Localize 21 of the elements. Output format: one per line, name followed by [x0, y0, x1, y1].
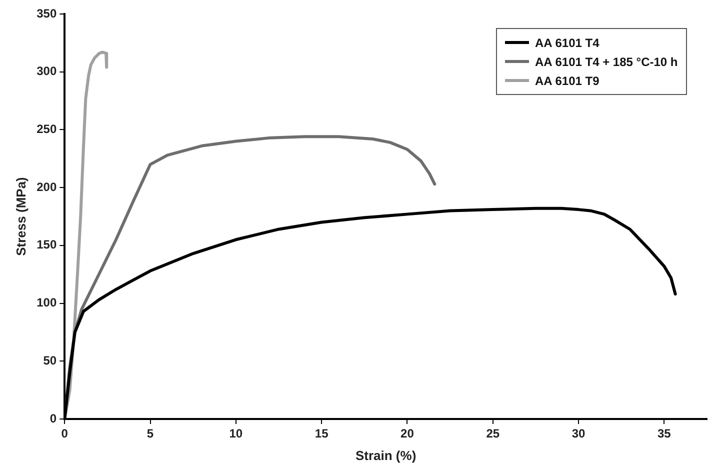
x-tick-label: 5 [146, 426, 154, 441]
x-axis-title: Strain (%) [355, 448, 416, 463]
x-tick-label: 30 [572, 426, 586, 441]
x-tick-label: 15 [314, 426, 329, 441]
x-tick-label: 25 [486, 426, 500, 441]
x-tick-label: 10 [229, 426, 243, 441]
x-tick-label: 20 [400, 426, 414, 441]
y-tick-label: 200 [36, 180, 57, 194]
y-tick-label: 50 [43, 353, 57, 368]
x-tick-label: 0 [61, 426, 68, 441]
y-axis-title: Stress (MPa) [13, 177, 28, 256]
legend-label: AA 6101 T4 [535, 36, 600, 50]
y-tick-label: 150 [36, 238, 57, 252]
y-tick-label: 350 [36, 6, 57, 20]
legend-label: AA 6101 T4 + 185 °C-10 h [535, 54, 678, 68]
y-tick-label: 300 [36, 64, 57, 78]
y-tick-label: 250 [36, 122, 57, 136]
legend-label: AA 6101 T9 [535, 74, 600, 88]
y-tick-label: 0 [50, 411, 57, 426]
x-tick-label: 35 [657, 426, 672, 441]
y-tick-label: 100 [36, 296, 57, 310]
